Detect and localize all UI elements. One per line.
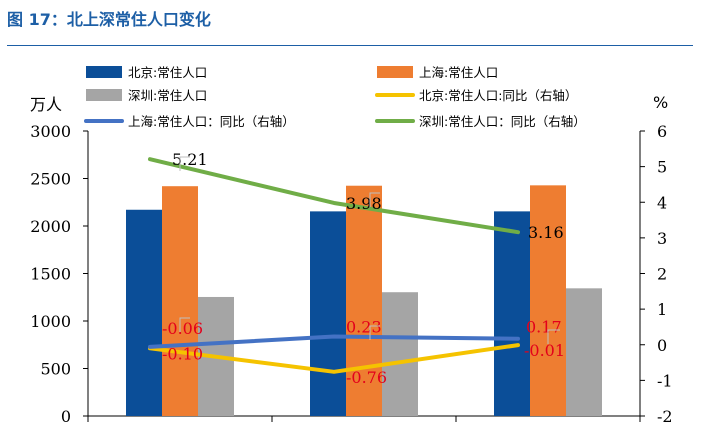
series-line bbox=[148, 157, 520, 235]
legend-swatch bbox=[86, 66, 122, 78]
axes: 0 500 1000 1500 2000 2500 3000 -2 -1 0 1 2 3 4 5 6 万人% bbox=[30, 93, 673, 426]
right-tick-label: -2 bbox=[657, 407, 673, 426]
bar bbox=[162, 186, 198, 416]
label-leader bbox=[369, 325, 380, 340]
right-tick-label: 4 bbox=[657, 193, 667, 212]
series-line bbox=[148, 334, 520, 349]
left-tick-label: 500 bbox=[40, 360, 71, 379]
right-tick-label: -1 bbox=[657, 371, 673, 390]
right-axis-unit: % bbox=[653, 93, 668, 112]
right-tick-label: 2 bbox=[657, 265, 667, 284]
right-tick-label: 0 bbox=[657, 336, 667, 355]
label-leader bbox=[179, 317, 190, 332]
legend-label: 北京:常住人口 bbox=[128, 65, 207, 80]
data-label: 0.17 bbox=[526, 318, 562, 337]
data-label: 3.98 bbox=[346, 194, 382, 213]
legend-swatch bbox=[86, 89, 122, 101]
left-tick-label: 1500 bbox=[30, 265, 71, 284]
bars bbox=[126, 185, 602, 416]
data-label: -0.76 bbox=[346, 368, 387, 387]
data-label: 3.16 bbox=[528, 223, 564, 242]
right-tick-label: 5 bbox=[657, 158, 667, 177]
left-tick-label: 2000 bbox=[30, 217, 71, 236]
legend-label: 上海:常住人口：同比（右轴） bbox=[128, 114, 295, 129]
lines bbox=[148, 157, 520, 374]
left-tick-label: 2500 bbox=[30, 170, 71, 189]
label-leader bbox=[369, 192, 380, 207]
left-tick-label: 3000 bbox=[30, 122, 71, 141]
right-tick-label: 6 bbox=[657, 122, 667, 141]
bar bbox=[530, 185, 566, 416]
legend-swatch bbox=[377, 66, 413, 78]
legend-label: 深圳:常住人口：同比（右轴） bbox=[419, 114, 586, 129]
right-tick-label: 1 bbox=[657, 300, 667, 319]
left-tick-label: 1000 bbox=[30, 312, 71, 331]
data-label: -0.06 bbox=[162, 319, 203, 338]
label-leader bbox=[179, 156, 190, 171]
title-divider bbox=[7, 45, 693, 46]
legend-label: 北京:常住人口:同比（右轴） bbox=[419, 88, 577, 103]
data-labels: -0.10 -0.76 -0.01 -0.06 0.23 0.17 5.21 3.98 3.16 bbox=[162, 150, 565, 387]
series-line bbox=[148, 343, 520, 374]
bar bbox=[310, 211, 346, 416]
bar bbox=[346, 185, 382, 416]
left-tick-label: 0 bbox=[61, 407, 71, 426]
legend-label: 深圳:常住人口 bbox=[128, 88, 207, 103]
bar bbox=[494, 211, 530, 416]
data-label: 5.21 bbox=[172, 150, 208, 169]
bar bbox=[566, 288, 602, 416]
bar bbox=[382, 292, 418, 416]
right-tick-label: 3 bbox=[657, 229, 667, 248]
left-axis-unit: 万人 bbox=[30, 95, 62, 114]
legend-label: 上海:常住人口 bbox=[419, 65, 498, 80]
data-label: -0.10 bbox=[162, 344, 203, 363]
data-label: 0.23 bbox=[346, 318, 382, 337]
figure-title: 图 17：北上深常住人口变化 bbox=[7, 10, 211, 29]
label-leader bbox=[547, 329, 560, 344]
bar bbox=[126, 209, 162, 416]
data-label: -0.01 bbox=[524, 341, 565, 360]
